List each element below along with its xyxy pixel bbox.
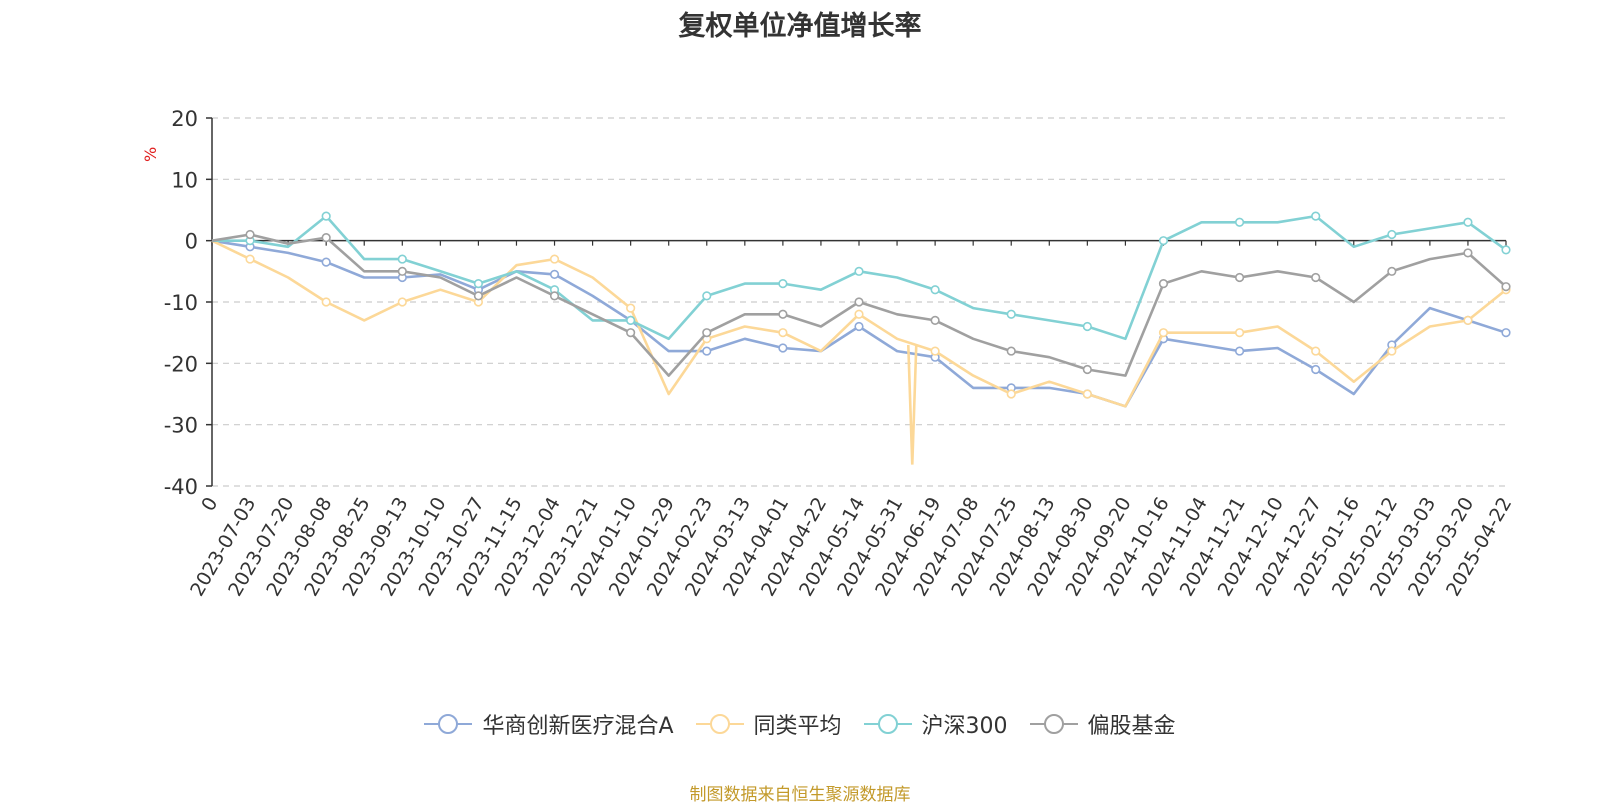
legend-item-3[interactable]: 偏股基金 [1029, 708, 1176, 740]
series-point [321, 233, 331, 243]
legend-marker-icon [424, 714, 473, 734]
y-tick-label: 10 [171, 168, 198, 192]
legend-item-1[interactable]: 同类平均 [695, 708, 842, 740]
series-point [321, 257, 331, 267]
series-lines [211, 211, 1511, 465]
series-point [1463, 248, 1473, 258]
y-axis-unit-label: % [141, 147, 160, 162]
series-point [1387, 346, 1397, 356]
series-point [549, 291, 560, 301]
source-note: 制图数据来自恒生聚源数据库 [689, 785, 911, 805]
y-tick-label: 20 [171, 107, 198, 131]
series-point [1311, 346, 1321, 356]
series-point [397, 297, 407, 307]
series-point [626, 328, 636, 338]
series-point [321, 297, 331, 307]
series-point [1387, 266, 1397, 276]
y-tick-labels: 20 10 0 -10 -20 -30 -40 [164, 107, 198, 499]
y-tick-label: 0 [185, 230, 198, 254]
y-tick-label: -10 [164, 291, 198, 315]
series-point [1082, 364, 1092, 375]
legend-item-2[interactable]: 沪深300 [863, 708, 1008, 740]
series-point [473, 291, 484, 301]
legend-label: 沪深300 [921, 714, 1008, 739]
series-point [1006, 389, 1016, 399]
series-point [1311, 272, 1321, 283]
axes [206, 117, 1507, 487]
series-point [778, 309, 788, 319]
series-point [778, 328, 788, 338]
series-point [1234, 272, 1245, 283]
series-point [1234, 217, 1245, 227]
line-chart: 20 10 0 -10 -20 -30 -40 02023-07-032023-07-202… [141, 107, 1516, 601]
series-point [1158, 328, 1169, 338]
series-point [854, 309, 864, 319]
series-point [1006, 309, 1016, 319]
legend-label: 同类平均 [753, 714, 842, 739]
series-point [1463, 217, 1473, 227]
dip-spike [906, 344, 918, 465]
series-point [245, 254, 255, 264]
y-tick-label: -30 [164, 414, 198, 438]
series-point [321, 211, 331, 221]
series-point [1311, 364, 1321, 375]
x-tick-labels: 02023-07-032023-07-202023-08-082023-08-2… [186, 494, 1516, 601]
legend-item-0[interactable]: 华商创新医疗混合A [424, 708, 674, 740]
legend-marker-icon [1029, 714, 1078, 734]
chart-title: 复权单位净值增长率 [678, 11, 922, 42]
series-point [1311, 211, 1321, 221]
x-tick-label: 0 [197, 494, 222, 515]
series-point [1006, 346, 1016, 356]
legend-marker-icon [695, 714, 744, 734]
series-point [1463, 315, 1473, 326]
series-point [778, 343, 788, 353]
series-point [778, 279, 788, 289]
series-point [854, 266, 864, 276]
series-point [626, 315, 636, 326]
series-point [930, 346, 940, 356]
y-tick-label: -20 [164, 352, 198, 376]
series-point [930, 315, 940, 326]
series-point [1501, 245, 1511, 255]
series-point [1158, 236, 1169, 246]
series-point [245, 229, 255, 240]
series-point [854, 297, 864, 307]
legend-label: 华商创新医疗混合A [482, 714, 674, 739]
series-point [473, 279, 484, 289]
series-point [1234, 346, 1245, 356]
series-point [1387, 229, 1397, 240]
series-point [854, 321, 864, 332]
series-point [702, 346, 712, 356]
series-point [397, 254, 407, 264]
series-point [626, 303, 636, 313]
legend-marker-icon [863, 714, 912, 734]
series-point [397, 266, 407, 276]
series-point [549, 254, 560, 264]
series-point [1501, 282, 1511, 292]
series-point [1234, 328, 1245, 338]
series-point [549, 269, 560, 280]
series-point [702, 328, 712, 338]
y-tick-label: -40 [164, 475, 198, 499]
series-point [1082, 321, 1092, 332]
legend-label: 偏股基金 [1087, 714, 1176, 739]
legend: 华商创新医疗混合A 同类平均 沪深300 偏股基金 [0, 708, 1600, 740]
series-point [1158, 279, 1169, 289]
series-point [702, 291, 712, 301]
grid-lines [212, 117, 1506, 487]
series-point [1082, 389, 1092, 399]
series-point [930, 285, 940, 295]
series-point [1501, 328, 1511, 338]
